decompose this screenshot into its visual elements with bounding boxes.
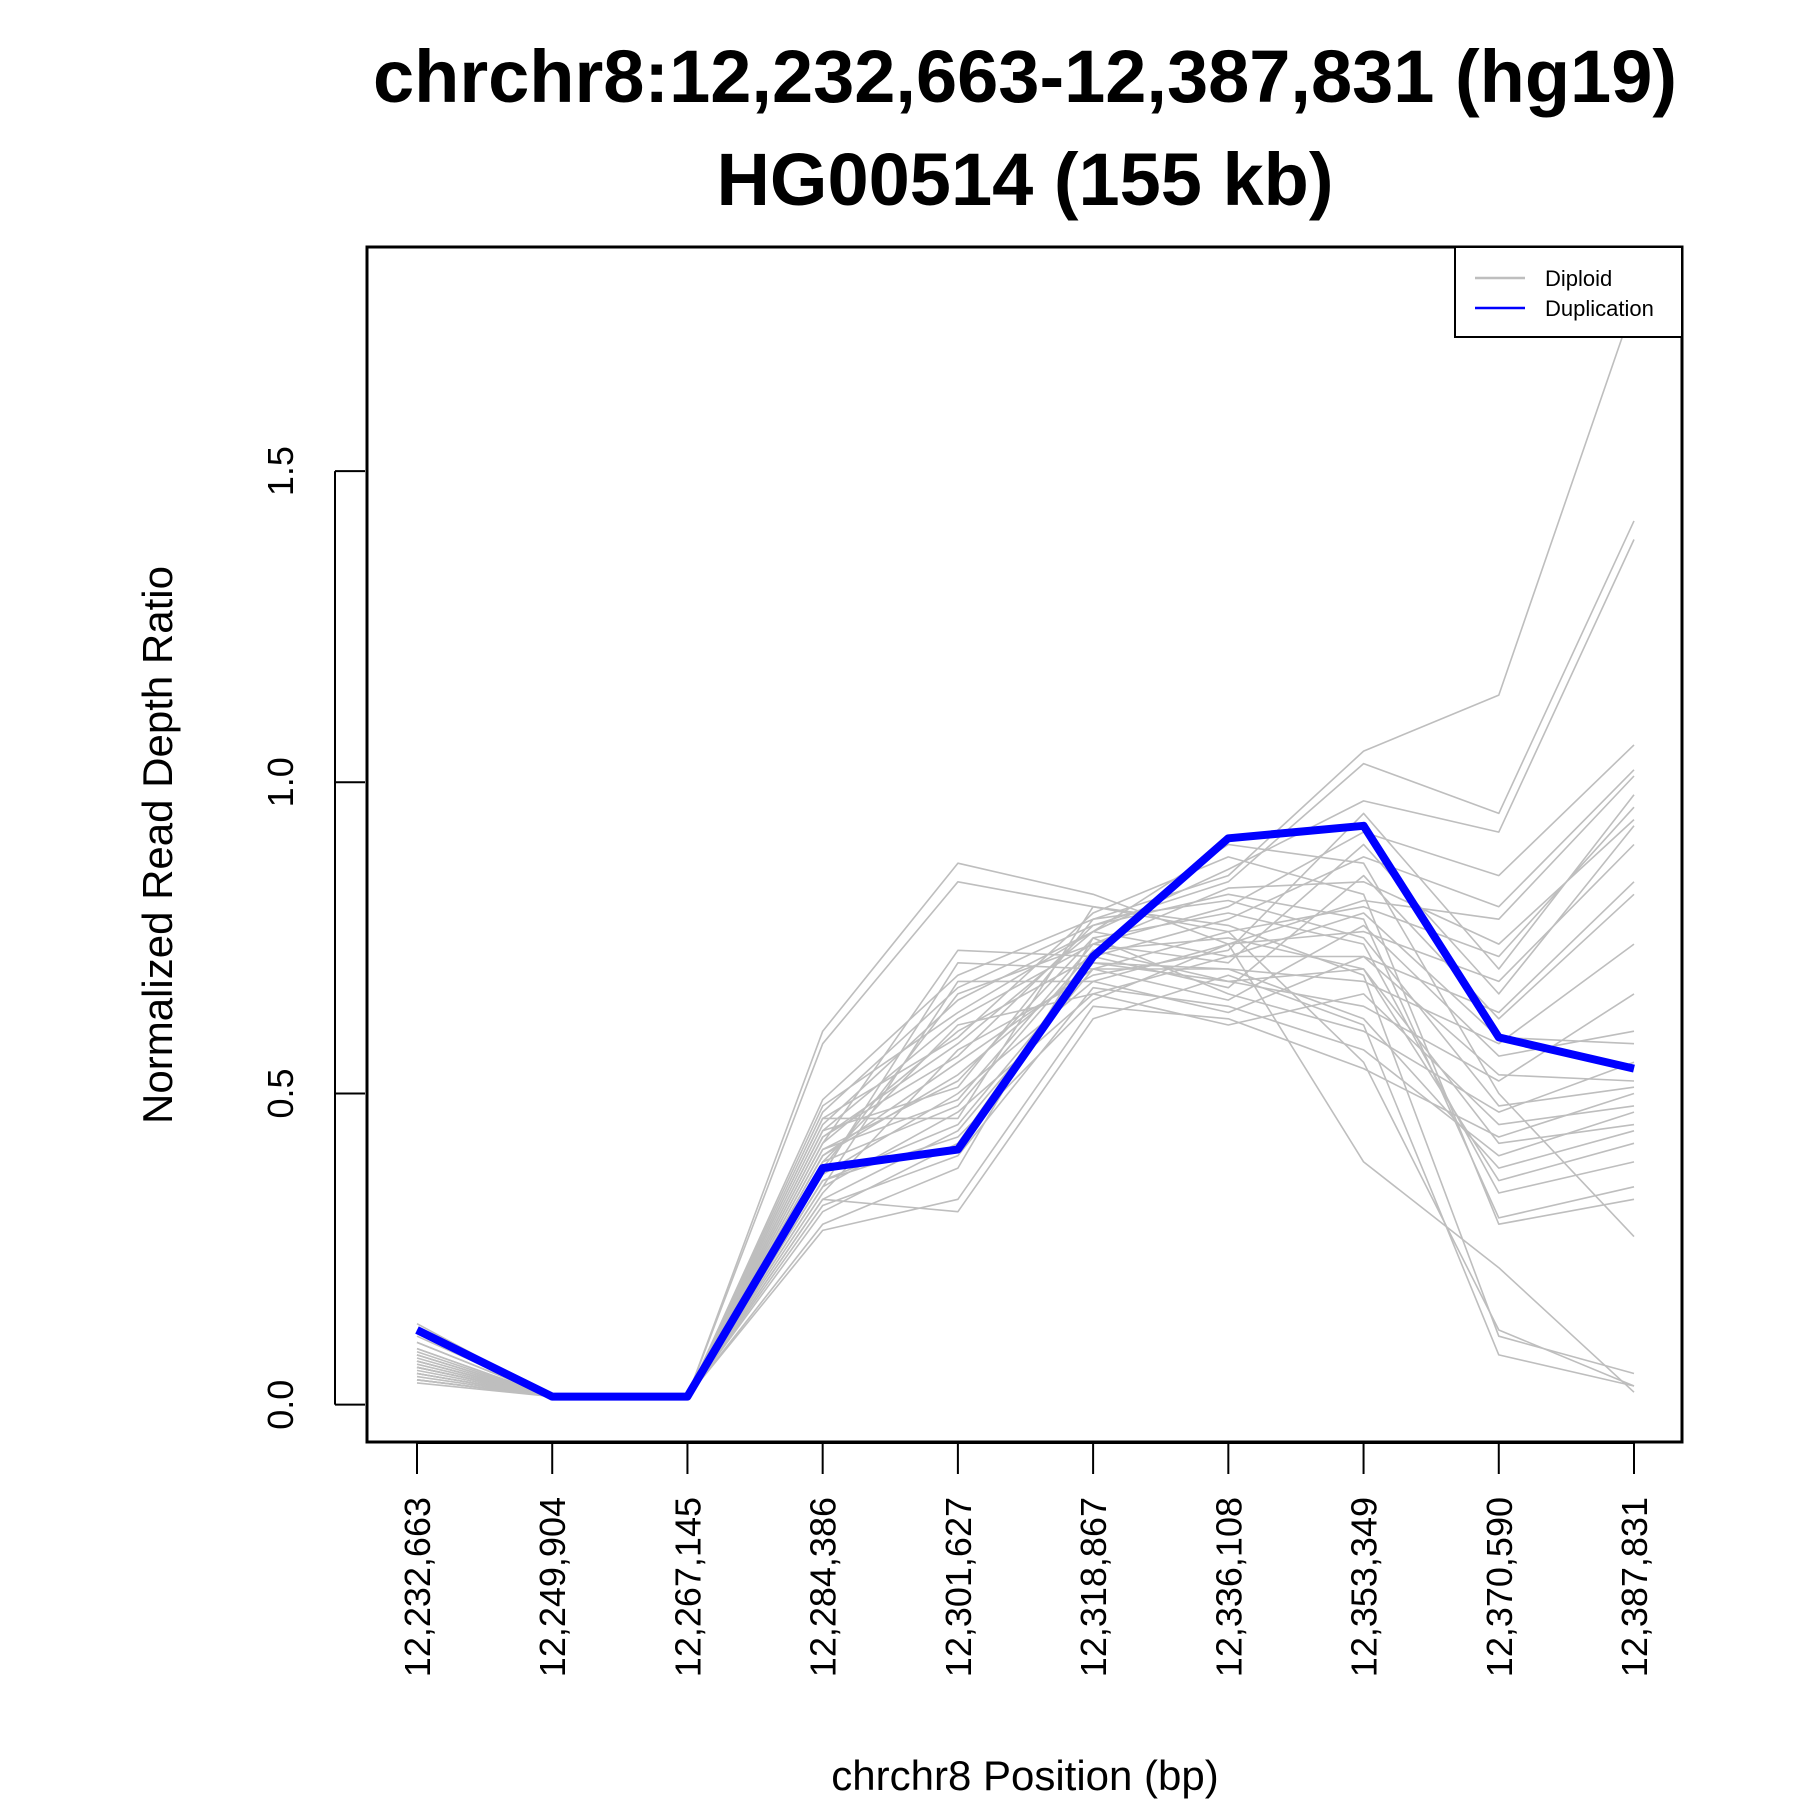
diploid-series-line-21 [416, 843, 1635, 1398]
diploid-series-line-34 [416, 912, 1635, 1398]
y-axis-label: Normalized Read Depth Ratio [134, 566, 181, 1124]
chart-title-line2: HG00514 (155 kb) [716, 138, 1333, 221]
x-tick-label: 12,353,349 [1344, 1497, 1385, 1677]
plot-frame [365, 245, 1684, 1444]
x-tick-label: 12,336,108 [1208, 1497, 1249, 1677]
legend-diploid-label: Diploid [1545, 266, 1612, 291]
legend-duplication-label: Duplication [1545, 296, 1654, 321]
x-tick-label: 12,249,904 [532, 1497, 573, 1677]
x-tick-label: 12,232,663 [397, 1497, 438, 1677]
legend-box [1454, 246, 1683, 338]
legend: Diploid Duplication [1454, 246, 1683, 338]
y-axis: 0.0 0.5 1.0 1.5 [260, 446, 365, 1430]
x-tick-label: 12,267,145 [667, 1497, 708, 1677]
x-tick-label: 12,301,627 [938, 1497, 979, 1677]
duplication-series-line [415, 821, 1635, 1401]
diploid-series-line-18 [416, 912, 1635, 1398]
y-tick-label: 0.0 [260, 1380, 301, 1430]
diploid-series-line-13 [416, 937, 1635, 1398]
x-tick-label: 12,284,386 [803, 1497, 844, 1677]
diploid-series-line-20 [416, 856, 1635, 1398]
diploid-series-line-23 [416, 825, 1635, 1398]
diploid-series-line-3 [416, 302, 1635, 1398]
diploid-series-line-12 [416, 949, 1635, 1398]
y-tick-label: 0.5 [260, 1068, 301, 1118]
chart-title-line1: chrchr8:12,232,663-12,387,831 (hg19) [373, 35, 1677, 118]
diploid-series-group [416, 302, 1635, 1398]
diploid-series-line-17 [416, 937, 1635, 1398]
diploid-series-line-30 [416, 905, 1635, 1398]
diploid-series-line-24 [416, 874, 1635, 1398]
x-tick-label: 12,318,867 [1073, 1497, 1114, 1677]
diploid-series-line-25 [416, 924, 1635, 1398]
x-axis-label: chrchr8 Position (bp) [831, 1752, 1219, 1799]
diploid-series-line-32 [416, 775, 1635, 1398]
y-tick-label: 1.5 [260, 446, 301, 496]
x-tick-label: 12,370,590 [1479, 1497, 1520, 1677]
y-tick-label: 1.0 [260, 757, 301, 807]
x-tick-label: 12,387,831 [1614, 1497, 1655, 1677]
diploid-series-line-1 [416, 862, 1635, 1398]
duplication-series-group [415, 821, 1635, 1401]
x-axis: 12,232,663 12,249,904 12,267,145 12,284,386… [397, 1442, 1655, 1677]
diploid-series-line-22 [416, 794, 1635, 1398]
diploid-series-line-14 [416, 1005, 1635, 1398]
diploid-series-line-9 [416, 843, 1635, 1398]
